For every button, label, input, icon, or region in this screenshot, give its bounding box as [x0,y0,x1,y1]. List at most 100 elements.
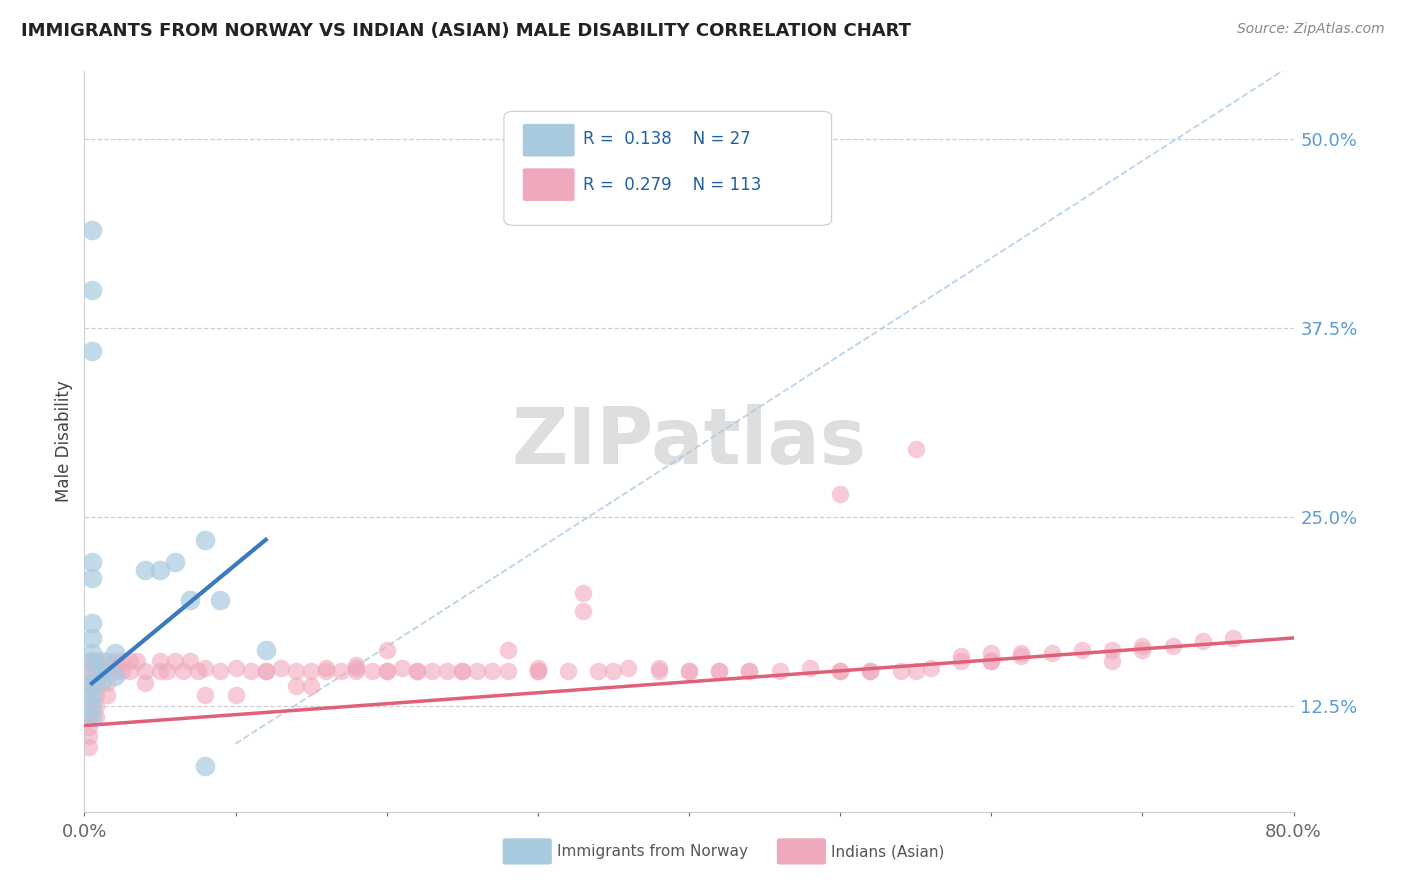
Point [375,643,398,657]
Point [80,679,103,693]
Point [1161,639,1184,653]
Point [179,593,201,607]
Point [980,654,1002,668]
Point [481,664,503,678]
Point [91,664,114,678]
Text: ZIPatlas: ZIPatlas [512,403,866,480]
Point [346,664,368,678]
FancyBboxPatch shape [503,112,831,226]
Point [104,646,127,660]
Point [270,661,292,675]
Text: R =  0.138    N = 27: R = 0.138 N = 27 [582,129,751,148]
Point [1130,639,1153,653]
Point [96,676,118,690]
Point [80,646,103,660]
Point [80,709,103,723]
Point [557,664,579,678]
Point [709,664,731,678]
Point [172,664,194,678]
Point [406,664,429,678]
Point [149,654,172,668]
Point [80,698,103,713]
Point [104,664,127,678]
Point [496,664,519,678]
Point [299,679,322,693]
Point [179,654,201,668]
Point [194,689,217,703]
Point [134,676,156,690]
Point [86,698,108,713]
Point [80,654,103,668]
Point [194,661,217,675]
Point [254,664,277,678]
Point [859,664,882,678]
Point [134,664,156,678]
Point [91,654,114,668]
Point [920,661,942,675]
Point [77,709,100,723]
Point [859,664,882,678]
Text: Indians (Asian): Indians (Asian) [831,845,945,859]
Point [1011,646,1033,660]
Point [254,643,277,657]
Point [77,654,100,668]
Point [980,646,1002,660]
Point [77,698,100,713]
Point [127,654,149,668]
Point [830,664,852,678]
Point [315,661,337,675]
Point [77,676,100,690]
Point [678,664,700,678]
Point [904,442,927,456]
Point [111,664,134,678]
Point [527,664,550,678]
Point [738,664,761,678]
Point [80,615,103,630]
Point [617,661,640,675]
Text: Source: ZipAtlas.com: Source: ZipAtlas.com [1237,22,1385,37]
Point [678,664,700,678]
Point [451,664,474,678]
Point [315,664,337,678]
Point [496,643,519,657]
Point [96,664,118,678]
Point [799,661,821,675]
Point [111,654,134,668]
Point [602,664,624,678]
Point [118,664,141,678]
Point [86,676,108,690]
Point [91,673,114,688]
Point [830,487,852,501]
Point [950,649,973,664]
Point [187,664,209,678]
Point [239,664,262,678]
Point [80,570,103,584]
Point [420,664,443,678]
Point [104,654,127,668]
Point [77,739,100,754]
Point [96,689,118,703]
Point [980,654,1002,668]
Point [149,563,172,577]
Point [436,664,458,678]
Point [80,343,103,358]
Point [209,593,232,607]
Point [1040,646,1063,660]
Point [86,654,108,668]
Point [890,664,912,678]
Point [86,709,108,723]
Point [360,664,382,678]
Point [588,664,610,678]
Point [406,664,429,678]
Point [1101,654,1123,668]
Text: R =  0.279    N = 113: R = 0.279 N = 113 [582,176,761,194]
Point [209,664,232,678]
Point [225,661,247,675]
Point [769,664,792,678]
Point [149,664,172,678]
Point [709,664,731,678]
Point [77,729,100,743]
Point [80,631,103,645]
Point [80,556,103,570]
Point [77,689,100,703]
